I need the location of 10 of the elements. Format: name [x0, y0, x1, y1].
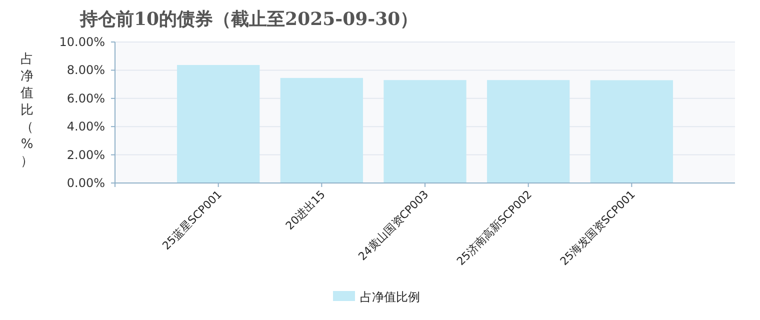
legend-label: 占净值比例: [360, 290, 420, 304]
y-tick-label: 6.00%: [66, 91, 105, 106]
y-tick-label: 4.00%: [66, 120, 105, 134]
y-tick-label: 0.00%: [66, 176, 105, 190]
y-tick-label: 2.00%: [66, 148, 105, 162]
y-tick-label: 8.00%: [66, 63, 105, 78]
chart-title: 持仓前10的债券（截止至2025-09-30）: [79, 9, 418, 30]
y-axis-title: 占净值比（%）: [20, 52, 34, 169]
x-tick-label: 20进出15: [283, 188, 328, 232]
y-tick-label: 10.00%: [59, 35, 105, 49]
